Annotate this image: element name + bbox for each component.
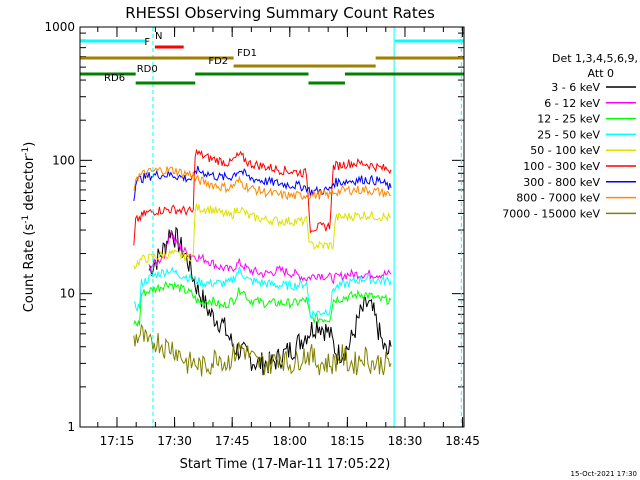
legend-entry-label: 50 - 100 keV <box>530 144 600 157</box>
series-line-2 <box>133 280 392 327</box>
series-line-8 <box>133 323 392 377</box>
legend-entry-label: 3 - 6 keV <box>551 81 600 94</box>
legend-entry-label: 300 - 800 keV <box>523 176 600 189</box>
state-label-n: N <box>155 31 162 42</box>
x-tick-label: 18:30 <box>388 434 423 448</box>
plot-frame <box>79 26 465 428</box>
y-tick-label: 1 <box>67 420 75 434</box>
y-axis-label-sup1: -1 <box>21 215 31 224</box>
series-line-6 <box>133 165 392 202</box>
series-group <box>133 148 392 377</box>
y-axis-label-mid: detector <box>22 155 37 215</box>
x-tick-label: 18:00 <box>272 434 307 448</box>
x-axis-label: Start Time (17-Mar-11 17:05:22) <box>180 457 391 472</box>
y-axis-label: Count Rate (s-1 detector-1) <box>21 142 37 313</box>
legend-entry-label: 6 - 12 keV <box>544 97 600 110</box>
series-line-3 <box>133 266 392 320</box>
series-line-7 <box>133 166 392 201</box>
state-label-rd6: RD6 <box>104 73 125 84</box>
x-tick-label: 17:45 <box>215 434 250 448</box>
axis-ticks <box>80 26 464 428</box>
legend-entry-label: 800 - 7000 keV <box>516 192 600 205</box>
state-label-rd0: RD0 <box>137 64 158 75</box>
legend-entry-label: 25 - 50 keV <box>537 128 600 141</box>
series-line-1 <box>148 229 392 285</box>
legend: 3 - 6 keV 6 - 12 keV 12 - 25 keV 25 - 50 ke… <box>502 81 636 220</box>
y-axis-label-end: ) <box>22 142 37 147</box>
state-bars: NF FD1 FD2 RD0 RD6 <box>80 31 464 85</box>
y-tick-label: 10 <box>60 287 75 301</box>
chart-title: RHESSI Observing Summary Count Rates <box>125 4 435 22</box>
series-line-5 <box>133 148 392 246</box>
x-tick-labels: 17:15 17:30 17:45 18:00 18:15 18:30 18:45 <box>100 434 480 448</box>
state-label-fd1: FD1 <box>237 48 257 59</box>
x-tick-label: 17:15 <box>100 434 135 448</box>
y-axis-label-main: Count Rate (s <box>22 224 37 313</box>
legend-header-1: Det 1,3,4,5,6,9, <box>552 52 638 65</box>
legend-entry-label: 12 - 25 keV <box>537 113 600 126</box>
y-tick-labels: 1 10 100 1000 <box>44 20 75 434</box>
state-label-fd2: FD2 <box>208 56 228 67</box>
x-tick-label: 18:45 <box>445 434 480 448</box>
state-label-f: F <box>144 37 150 48</box>
y-axis-label-sup2: -1 <box>21 147 31 156</box>
footer-date: 15-Oct-2021 17:30 <box>571 470 637 478</box>
x-tick-label: 18:15 <box>330 434 365 448</box>
x-tick-label: 17:30 <box>157 434 192 448</box>
series-line-4 <box>133 203 392 270</box>
legend-header-2: Att 0 <box>588 67 614 80</box>
legend-entry-label: 100 - 300 keV <box>523 160 600 173</box>
y-tick-label: 100 <box>52 153 75 167</box>
legend-entry-label: 7000 - 15000 keV <box>502 207 600 220</box>
y-tick-label: 1000 <box>44 20 75 34</box>
